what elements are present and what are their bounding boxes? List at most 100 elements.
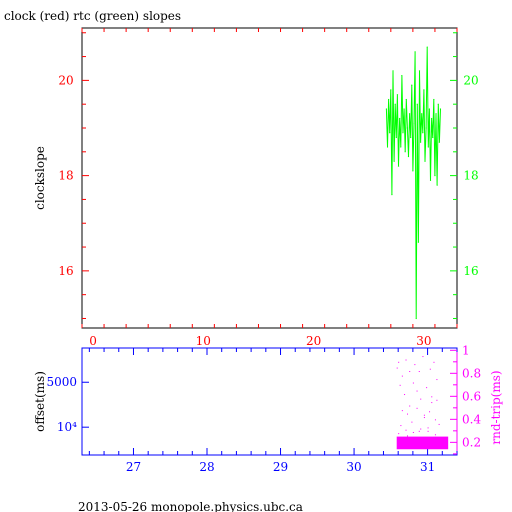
rtc-slope-point	[385, 108, 388, 110]
rtc-slope-point	[433, 98, 435, 101]
roundtrip-point	[409, 371, 411, 373]
rtc-slope-point	[439, 108, 442, 110]
rtc-slope-point	[399, 117, 401, 120]
roundtrip-point	[400, 425, 402, 427]
rtc-slope-point	[416, 103, 418, 105]
rtc-slope-point	[431, 117, 433, 120]
rtc-slope-point	[395, 136, 397, 139]
rtc-slope-point	[423, 89, 425, 91]
rtc-slope-point	[418, 70, 421, 72]
rtc-slope-point	[402, 132, 404, 134]
roundtrip-point	[427, 427, 429, 429]
rtc-slope-point	[405, 98, 407, 101]
roundtrip-point	[398, 361, 400, 363]
rtc-slope-point	[429, 179, 432, 181]
offset-x-tick-label: 27	[126, 460, 141, 474]
rtc-slope-point	[391, 194, 393, 196]
y-axis-label-offset: offset(ms)	[33, 371, 47, 432]
roundtrip-point	[411, 421, 413, 423]
offset-axes: 27 28 29 30 31 5000 10⁴ 0.2 0.4 0.6 0.8 1	[46, 343, 481, 474]
roundtrip-point	[407, 435, 408, 437]
slopes-y-tick-label-left: 16	[58, 264, 73, 278]
roundtrip-point	[416, 390, 418, 392]
offset-x-tick-label: 29	[273, 460, 288, 474]
roundtrip-point	[436, 399, 438, 401]
rtc-slope-point	[438, 141, 440, 143]
roundtrip-point	[434, 419, 436, 421]
rtc-slope-point	[411, 84, 413, 86]
slopes-x-tick-label: 0	[89, 334, 97, 348]
offset-x-tick-label: 28	[199, 460, 214, 474]
rtc-slope-point	[408, 113, 411, 115]
roundtrip-point	[427, 430, 429, 432]
rtc-slope-point	[435, 113, 437, 115]
roundtrip-y-tick-label: 0.8	[462, 366, 481, 380]
slopes-x-tick-label: 30	[416, 334, 431, 348]
roundtrip-point	[401, 410, 403, 412]
roundtrip-point	[418, 430, 420, 432]
rtc-slope-point	[406, 127, 408, 129]
roundtrip-point	[412, 431, 414, 433]
roundtrip-point	[396, 367, 398, 369]
roundtrip-point	[416, 407, 418, 409]
roundtrip-point	[420, 398, 422, 400]
rtc-slope-point	[386, 146, 389, 148]
rtc-slope-point	[407, 155, 410, 158]
rtc-slope-point	[396, 94, 399, 96]
rtc-slope-point	[410, 136, 412, 139]
rtc-slope-point	[390, 89, 392, 91]
rtc-slope-point	[436, 184, 438, 186]
roundtrip-point	[407, 413, 408, 415]
roundtrip-point	[412, 382, 414, 384]
slopes-plot-frame	[81, 27, 458, 329]
roundtrip-point	[438, 423, 440, 425]
slopes-plot: 0 10 20 30 16 18 20 16 18 20 clockslope	[33, 27, 479, 348]
roundtrip-point	[422, 356, 424, 358]
roundtrip-point	[429, 411, 431, 413]
roundtrip-y-tick-label: 0.4	[462, 412, 481, 426]
rtc-slope-point	[432, 136, 434, 139]
rtc-slope-point	[425, 127, 427, 129]
slopes-axes: 0 10 20 30 16 18 20 16 18 20	[58, 28, 479, 348]
roundtrip-point	[431, 402, 433, 404]
roundtrip-point	[405, 359, 407, 361]
roundtrip-point	[418, 371, 420, 373]
roundtrip-point	[423, 417, 425, 419]
rtc-slope-point	[392, 70, 394, 72]
rtc-slope-point	[420, 141, 422, 143]
roundtrip-series	[396, 356, 449, 450]
rtc-slope-point	[389, 132, 391, 134]
roundtrip-point	[399, 384, 401, 386]
roundtrip-point	[404, 394, 406, 396]
rtc-slope-point	[393, 160, 395, 162]
offset-y-tick-label-left: 10⁴	[57, 420, 77, 434]
roundtrip-y-tick-label: 0.2	[462, 435, 481, 449]
offset-y-tick-label-left: 5000	[46, 375, 77, 389]
rtc-slope-point	[388, 98, 390, 101]
rtc-slope-point	[413, 122, 415, 124]
offset-plot: 27 28 29 30 31 5000 10⁴ 0.2 0.4 0.6 0.8 1 offset(ms…	[33, 343, 503, 474]
roundtrip-dense-band	[396, 436, 449, 450]
slopes-y-tick-label-right: 20	[463, 73, 478, 87]
rtc-slope-line	[385, 46, 441, 319]
rtc-slope-point	[404, 151, 406, 153]
rtc-slope-point	[400, 146, 402, 148]
slopes-y-tick-label-right: 18	[463, 169, 478, 183]
roundtrip-y-tick-label: 1	[462, 343, 470, 357]
footer-date-host: 2013-05-26 monopole.physics.ubc.ca	[78, 500, 303, 512]
y-axis-label-roundtrip: rnd-trip(ms)	[489, 370, 503, 444]
offset-x-tick-label: 31	[420, 460, 435, 474]
rtc-slope-point	[427, 146, 429, 148]
roundtrip-point	[434, 434, 436, 436]
offset-x-tick-label: 30	[346, 460, 361, 474]
roundtrip-point	[433, 361, 435, 363]
slopes-y-tick-label-left: 18	[58, 169, 73, 183]
slopes-y-tick-label-right: 16	[463, 264, 478, 278]
rtc-slope-point	[397, 165, 400, 167]
roundtrip-point	[420, 428, 422, 430]
rtc-slope-point	[401, 75, 403, 77]
slopes-y-tick-label-left: 20	[58, 73, 73, 87]
rtc-slope-point	[426, 46, 428, 48]
rtc-slope-point	[403, 108, 405, 110]
